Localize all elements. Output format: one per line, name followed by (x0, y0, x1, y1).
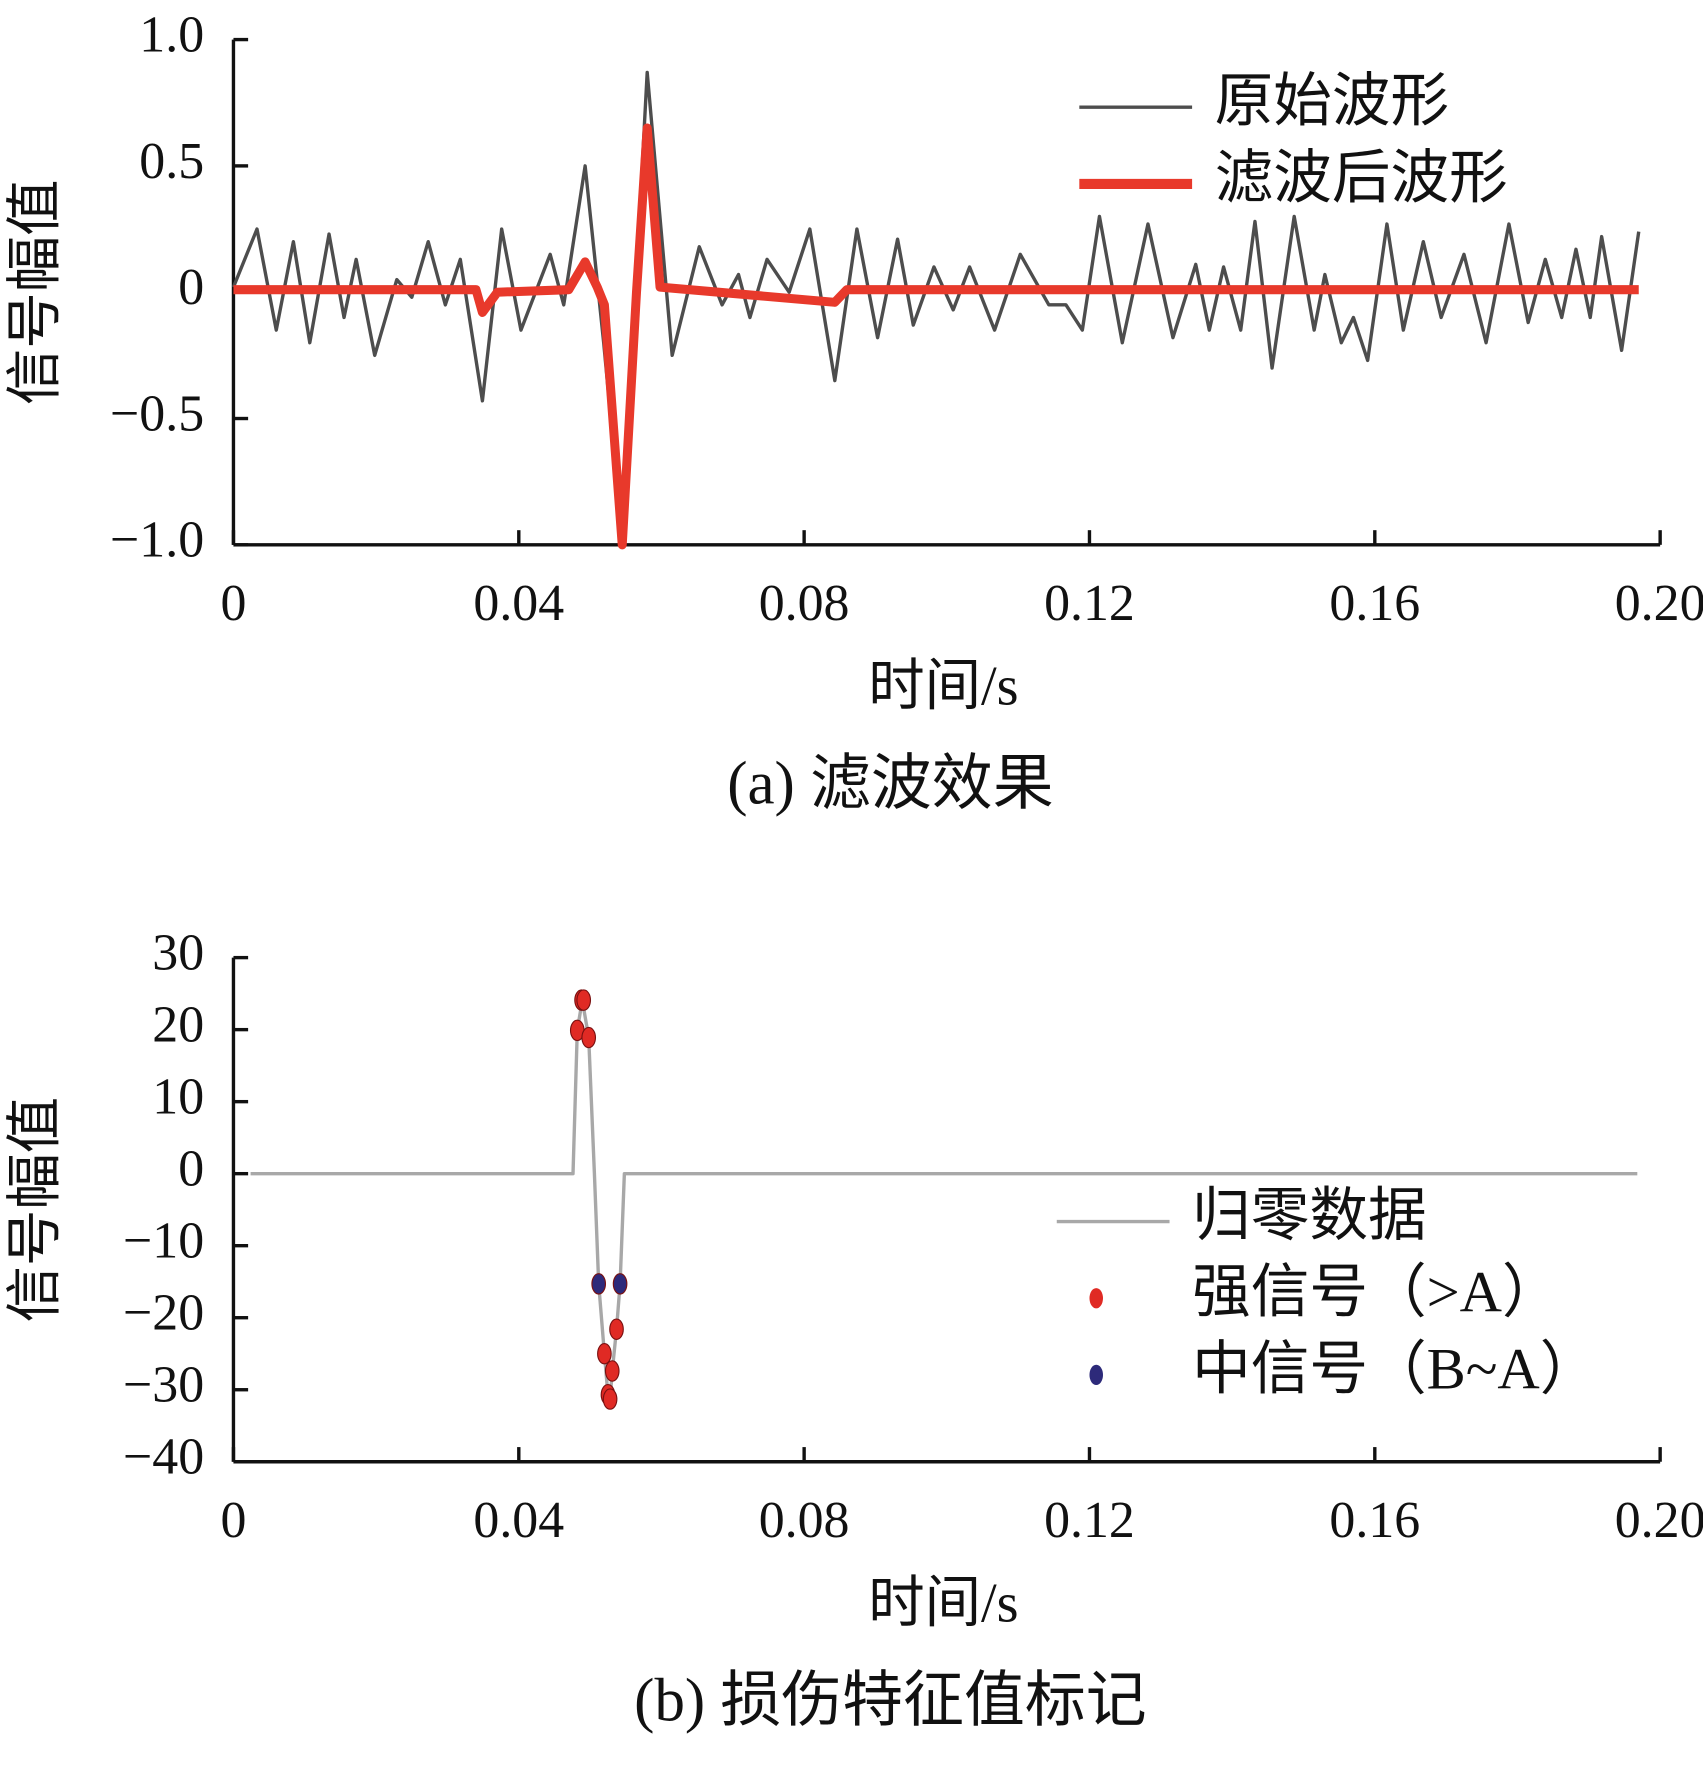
legend-label: 归零数据 (1192, 1183, 1427, 1248)
y-tick-label: −20 (123, 1285, 204, 1342)
y-tick-label: 30 (152, 925, 204, 982)
data-line (231, 70, 1641, 542)
x-tick-label: 0.20 (1615, 1492, 1703, 1549)
data-point (612, 1273, 628, 1295)
legend-label: 中信号（B~A） (1192, 1336, 1598, 1401)
x-tick-label: 0.20 (1615, 575, 1703, 632)
legend-label: 滤波后波形 (1215, 145, 1508, 210)
y-tick-label: 0.5 (139, 133, 204, 190)
data-point (602, 1388, 618, 1410)
y-tick-label: 10 (152, 1069, 204, 1126)
x-tick-label: 0.16 (1329, 1492, 1420, 1549)
data-point (604, 1360, 620, 1382)
data-point (597, 1343, 612, 1365)
x-tick-label: 0 (220, 1492, 246, 1549)
legend-label: 原始波形 (1215, 69, 1450, 134)
x-tick-label: 0.12 (1044, 575, 1135, 632)
chart-title: (b) 损伤特征值标记 (634, 1667, 1146, 1734)
legend-marker (1089, 1288, 1104, 1309)
x-tick-label: 0.04 (473, 575, 564, 632)
data-point (609, 1318, 624, 1340)
x-axis-label: 时间/s (868, 1572, 1018, 1634)
legend-marker (1089, 1364, 1104, 1386)
y-axis-label: 信号幅值 (5, 1097, 67, 1323)
data-line (233, 123, 1639, 550)
y-tick-label: −30 (123, 1357, 204, 1414)
x-tick-label: 0.12 (1044, 1492, 1135, 1549)
y-tick-label: −0.5 (110, 385, 204, 442)
y-tick-label: 20 (152, 997, 204, 1054)
data-point (591, 1273, 607, 1295)
x-tick-label: 0.04 (473, 1492, 564, 1549)
y-tick-label: −40 (123, 1429, 204, 1486)
x-tick-label: 0.16 (1329, 575, 1420, 632)
y-tick-label: 0 (178, 1141, 204, 1198)
x-tick-label: 0.08 (759, 575, 850, 632)
chart-title: (a) 滤波效果 (727, 751, 1053, 818)
y-tick-label: 1.0 (139, 6, 204, 63)
y-tick-label: −1.0 (110, 512, 204, 569)
legend-label: 强信号（>A） (1192, 1260, 1561, 1325)
x-tick-label: 0 (220, 575, 246, 632)
data-point (576, 989, 592, 1011)
y-tick-label: 0 (178, 259, 204, 316)
x-tick-label: 0.08 (759, 1492, 850, 1549)
x-axis-label: 时间/s (868, 655, 1018, 717)
y-axis-label: 信号幅值 (5, 179, 67, 405)
data-point (581, 1026, 597, 1049)
y-tick-label: −10 (123, 1213, 204, 1270)
